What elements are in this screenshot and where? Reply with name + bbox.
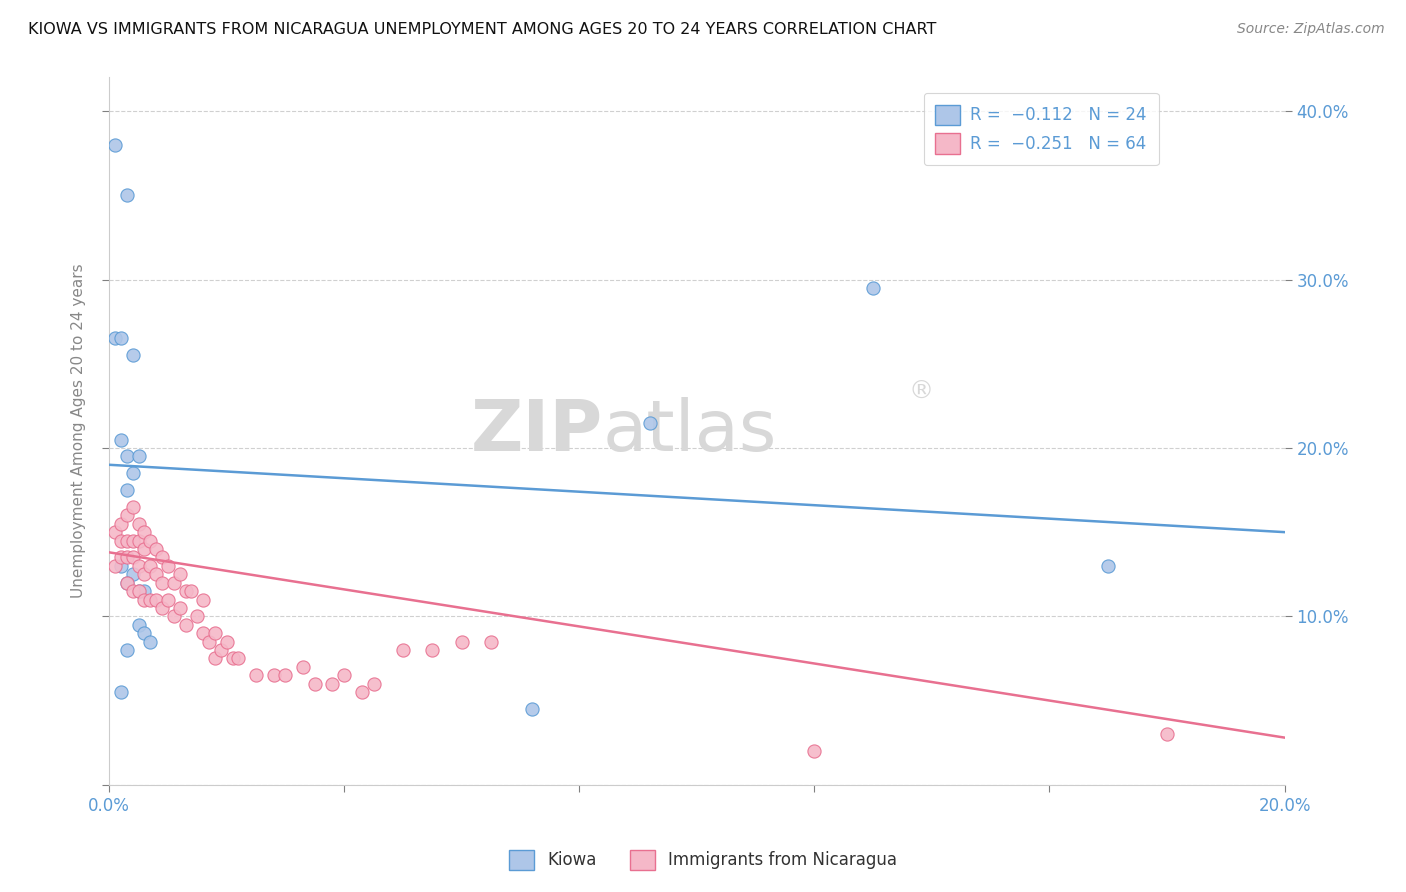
Point xyxy=(115,550,138,565)
Point xyxy=(110,685,132,699)
Point xyxy=(110,516,132,531)
Point xyxy=(263,668,285,682)
Point xyxy=(304,676,326,690)
Point xyxy=(115,188,138,202)
Point xyxy=(104,558,127,573)
Point xyxy=(121,533,143,548)
Point xyxy=(145,567,167,582)
Text: ZIP: ZIP xyxy=(471,397,603,466)
Point xyxy=(128,584,150,599)
Point xyxy=(110,558,132,573)
Point xyxy=(450,634,472,648)
Point xyxy=(110,433,132,447)
Point xyxy=(115,643,138,657)
Point xyxy=(110,550,132,565)
Point xyxy=(228,651,250,665)
Point xyxy=(115,483,138,497)
Point xyxy=(128,558,150,573)
Point xyxy=(638,416,661,430)
Point xyxy=(110,533,132,548)
Point xyxy=(115,575,138,590)
Text: ®: ® xyxy=(908,380,934,404)
Text: KIOWA VS IMMIGRANTS FROM NICARAGUA UNEMPLOYMENT AMONG AGES 20 TO 24 YEARS CORREL: KIOWA VS IMMIGRANTS FROM NICARAGUA UNEMP… xyxy=(28,22,936,37)
Point xyxy=(422,643,444,657)
Point xyxy=(363,676,385,690)
Point xyxy=(292,660,315,674)
Point xyxy=(128,450,150,464)
Point xyxy=(150,575,173,590)
Point xyxy=(134,525,156,540)
Point xyxy=(104,137,127,152)
Point xyxy=(174,617,197,632)
Point xyxy=(333,668,356,682)
Point xyxy=(104,525,127,540)
Point xyxy=(204,651,226,665)
Point xyxy=(174,584,197,599)
Point xyxy=(186,609,208,624)
Point xyxy=(121,348,143,362)
Point xyxy=(134,592,156,607)
Point xyxy=(169,601,191,615)
Point xyxy=(139,558,162,573)
Point xyxy=(121,567,143,582)
Point xyxy=(128,584,150,599)
Text: Source: ZipAtlas.com: Source: ZipAtlas.com xyxy=(1237,22,1385,37)
Point xyxy=(134,626,156,640)
Point xyxy=(150,601,173,615)
Point xyxy=(198,634,221,648)
Point xyxy=(215,634,238,648)
Point xyxy=(274,668,297,682)
Point xyxy=(350,685,373,699)
Point xyxy=(145,541,167,556)
Legend: Kiowa, Immigrants from Nicaragua: Kiowa, Immigrants from Nicaragua xyxy=(502,843,904,877)
Point xyxy=(121,550,143,565)
Point xyxy=(479,634,502,648)
Point xyxy=(115,575,138,590)
Point xyxy=(169,567,191,582)
Point xyxy=(204,626,226,640)
Point xyxy=(139,592,162,607)
Point xyxy=(139,533,162,548)
Point xyxy=(193,626,215,640)
Point xyxy=(193,592,215,607)
Point xyxy=(139,634,162,648)
Legend: R =  −0.112   N = 24, R =  −0.251   N = 64: R = −0.112 N = 24, R = −0.251 N = 64 xyxy=(924,93,1159,165)
Point xyxy=(134,584,156,599)
Point xyxy=(115,508,138,523)
Point xyxy=(115,450,138,464)
Point xyxy=(1156,727,1178,741)
Point xyxy=(121,584,143,599)
Point xyxy=(1097,558,1119,573)
Point xyxy=(115,533,138,548)
Point xyxy=(145,592,167,607)
Point xyxy=(104,331,127,345)
Point xyxy=(156,558,179,573)
Point xyxy=(121,466,143,480)
Point xyxy=(803,744,825,758)
Point xyxy=(128,516,150,531)
Point xyxy=(163,609,186,624)
Point xyxy=(522,702,544,716)
Point xyxy=(392,643,415,657)
Point xyxy=(110,331,132,345)
Point xyxy=(209,643,232,657)
Point xyxy=(163,575,186,590)
Point xyxy=(150,550,173,565)
Point xyxy=(134,541,156,556)
Point xyxy=(128,533,150,548)
Point xyxy=(121,500,143,514)
Point xyxy=(128,617,150,632)
Point xyxy=(221,651,243,665)
Y-axis label: Unemployment Among Ages 20 to 24 years: Unemployment Among Ages 20 to 24 years xyxy=(72,264,86,599)
Point xyxy=(862,281,884,295)
Point xyxy=(245,668,267,682)
Point xyxy=(321,676,343,690)
Text: atlas: atlas xyxy=(603,397,778,466)
Point xyxy=(134,567,156,582)
Point xyxy=(156,592,179,607)
Point xyxy=(180,584,202,599)
